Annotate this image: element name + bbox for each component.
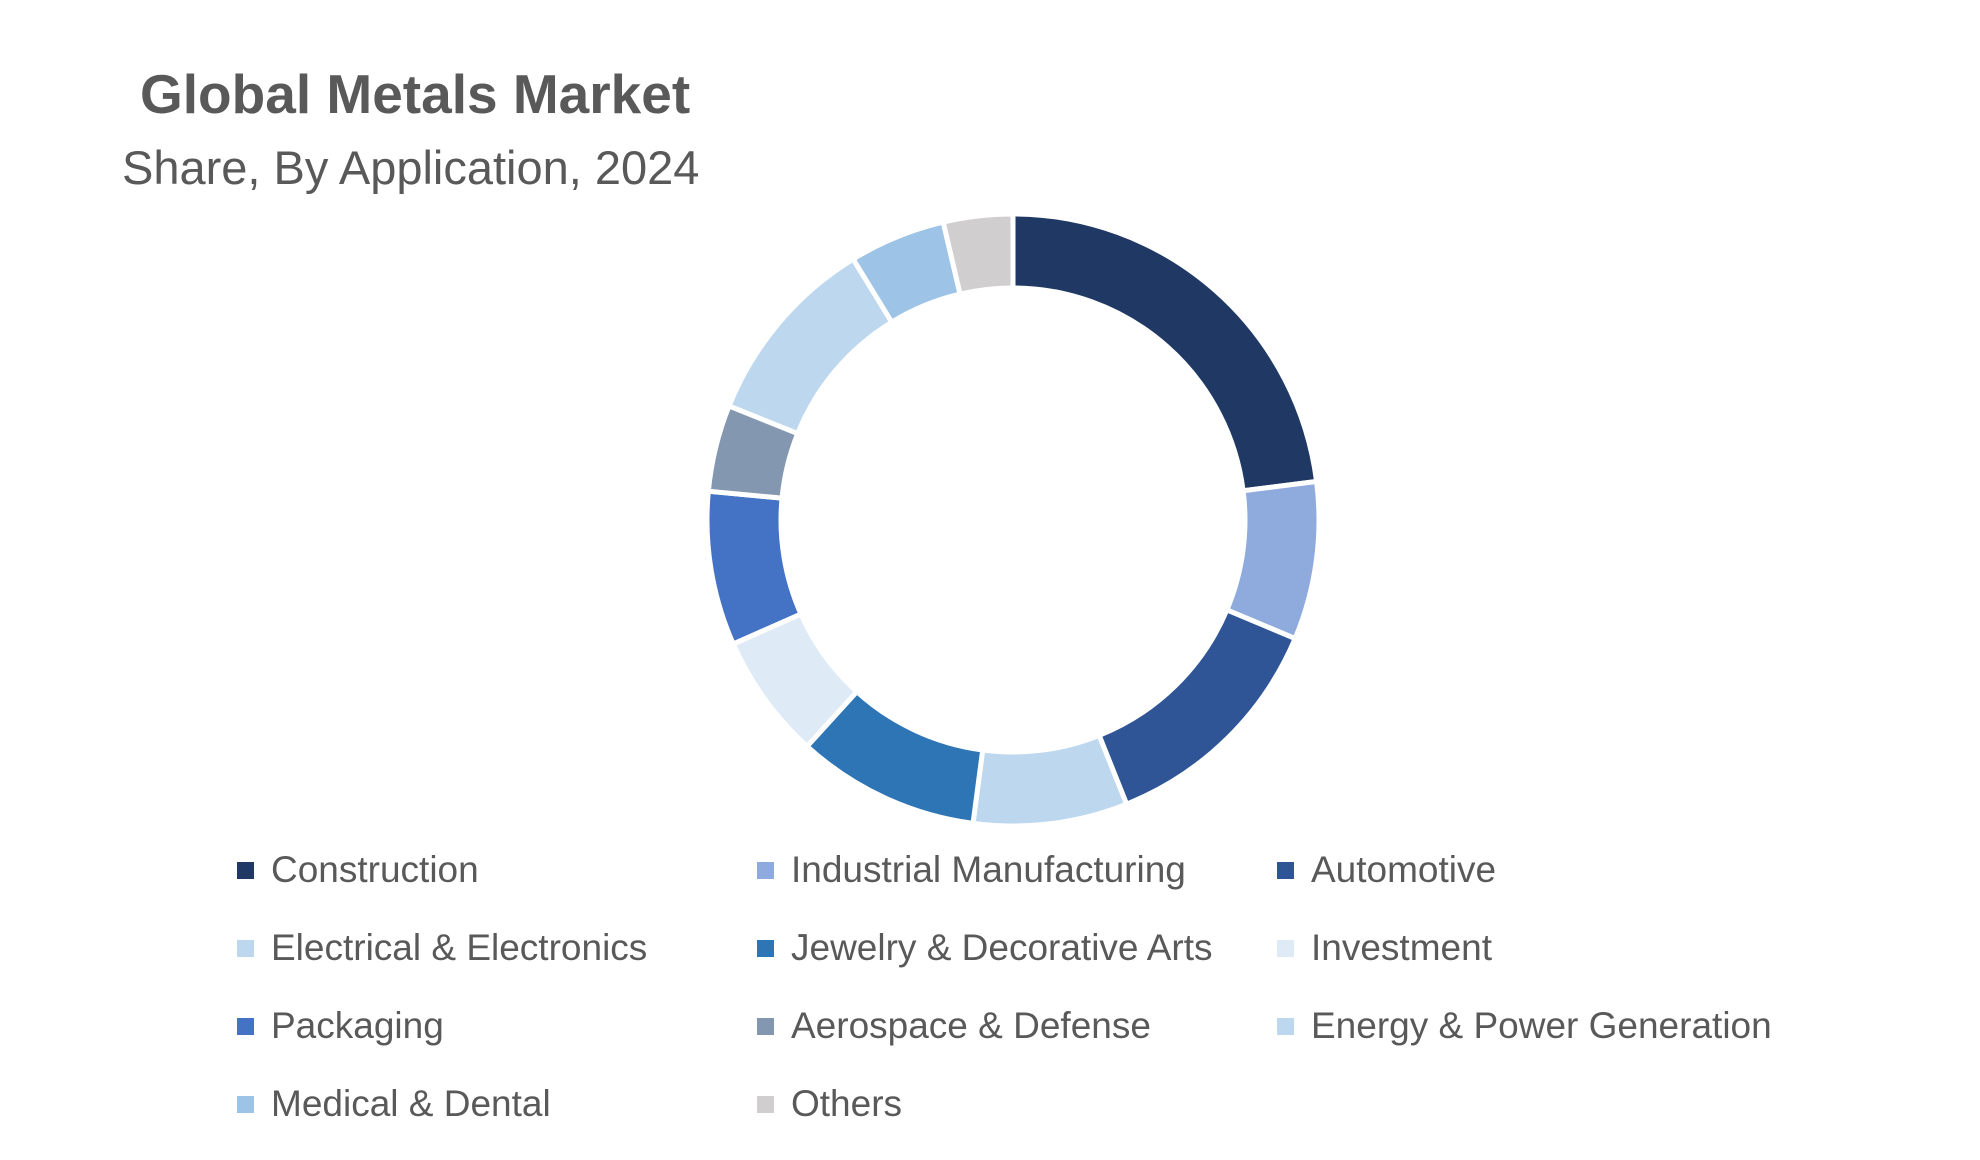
legend-label: Investment: [1311, 927, 1492, 968]
legend-swatch: [237, 1017, 254, 1035]
donut-slice-electrical-electronics: [970, 732, 1130, 829]
donut-slice-automotive: [1095, 606, 1299, 808]
legend-label: Medical & Dental: [271, 1083, 551, 1124]
legend-label: Jewelry & Decorative Arts: [791, 927, 1213, 968]
legend-item: Others: [757, 1074, 902, 1134]
legend-swatch: [1277, 939, 1294, 957]
legend-swatch: [757, 1095, 774, 1113]
legend-item: Automotive: [1277, 840, 1496, 900]
legend-label: Construction: [271, 849, 479, 890]
legend-label: Others: [791, 1083, 903, 1124]
donut-slice-packaging: [704, 488, 805, 648]
legend-swatch: [1277, 1017, 1294, 1035]
legend-swatch: [237, 1095, 254, 1113]
donut-slice-construction: [1010, 211, 1320, 494]
legend-label: Packaging: [271, 1005, 444, 1046]
legend-swatch: [757, 861, 774, 879]
legend-label: Automotive: [1311, 849, 1497, 890]
legend-item: Industrial Manufacturing: [757, 840, 1186, 900]
legend-swatch: [757, 1017, 774, 1035]
legend-swatch: [237, 861, 254, 879]
legend-label: Energy & Power Generation: [1311, 1005, 1772, 1046]
chart-title: Global Metals Market: [140, 63, 691, 125]
legend-item: Packaging: [237, 996, 444, 1056]
legend-item: Construction: [237, 840, 479, 900]
legend-swatch: [237, 939, 254, 957]
legend-swatch: [1277, 861, 1294, 879]
legend-swatch: [757, 939, 774, 957]
legend-item: Energy & Power Generation: [1277, 996, 1772, 1056]
donut-slice-others: [940, 211, 1016, 298]
chart-subtitle: Share, By Application, 2024: [122, 141, 700, 194]
legend-label: Electrical & Electronics: [271, 927, 648, 968]
legend-item: Jewelry & Decorative Arts: [757, 918, 1213, 978]
legend-label: Industrial Manufacturing: [791, 849, 1186, 890]
legend-label: Aerospace & Defense: [791, 1005, 1151, 1046]
legend-item: Electrical & Electronics: [237, 918, 647, 978]
chart-legend: Construction Industrial Manufacturing Auto…: [237, 840, 1797, 1160]
legend-item: Aerospace & Defense: [757, 996, 1151, 1056]
legend-item: Investment: [1277, 918, 1492, 978]
legend-item: Medical & Dental: [237, 1074, 551, 1134]
